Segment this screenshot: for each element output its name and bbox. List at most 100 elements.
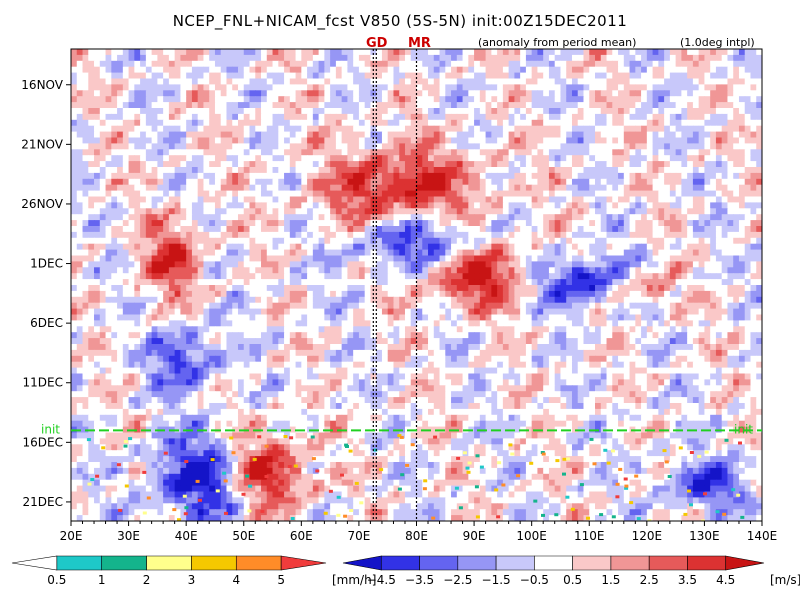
field-cell bbox=[105, 137, 112, 144]
field-cell bbox=[738, 220, 746, 227]
field-cell bbox=[583, 90, 590, 97]
field-cell bbox=[88, 196, 95, 203]
field-cell bbox=[341, 143, 348, 150]
field-cell bbox=[249, 161, 256, 168]
field-cell bbox=[272, 226, 279, 233]
field-cell bbox=[485, 149, 492, 156]
field-cell bbox=[750, 226, 757, 233]
field-cell bbox=[134, 220, 141, 227]
field-cell bbox=[514, 161, 521, 168]
field-cell bbox=[82, 167, 89, 174]
field-cell bbox=[157, 149, 164, 156]
field-cell bbox=[94, 161, 101, 168]
field-cell bbox=[623, 261, 631, 268]
field-cell bbox=[220, 279, 228, 286]
field-cell bbox=[422, 226, 429, 233]
field-cell bbox=[214, 155, 222, 162]
field-cell bbox=[566, 108, 573, 115]
field-cell bbox=[681, 155, 688, 162]
field-cell bbox=[612, 178, 619, 186]
field-cell bbox=[370, 208, 377, 215]
field-cell bbox=[468, 66, 475, 74]
field-cell bbox=[641, 190, 648, 198]
field-cell bbox=[710, 243, 717, 251]
field-cell bbox=[404, 273, 412, 280]
field-cell bbox=[364, 208, 372, 215]
field-cell bbox=[307, 208, 314, 215]
field-cell bbox=[203, 214, 210, 221]
field-cell bbox=[105, 190, 112, 198]
field-cell bbox=[508, 208, 515, 215]
field-cell bbox=[600, 102, 608, 109]
field-cell bbox=[687, 167, 694, 174]
field-cell bbox=[186, 78, 193, 85]
field-cell bbox=[214, 279, 222, 286]
field-cell bbox=[715, 78, 723, 85]
field-cell bbox=[738, 279, 746, 286]
field-cell bbox=[612, 208, 619, 215]
field-cell bbox=[111, 267, 118, 274]
field-cell bbox=[571, 155, 579, 162]
field-cell bbox=[710, 214, 717, 221]
field-cell bbox=[237, 255, 245, 262]
field-cell bbox=[456, 90, 464, 97]
field-cell bbox=[433, 202, 441, 209]
field-cell bbox=[641, 237, 648, 245]
field-cell bbox=[243, 249, 251, 257]
field-cell bbox=[278, 249, 285, 257]
field-cell bbox=[623, 49, 631, 56]
field-cell bbox=[635, 60, 642, 68]
field-cell bbox=[117, 190, 124, 198]
field-cell bbox=[318, 167, 325, 174]
field-cell bbox=[687, 102, 694, 109]
field-cell bbox=[416, 202, 423, 209]
field-cell bbox=[652, 149, 659, 156]
field-cell bbox=[261, 249, 268, 257]
field-cell bbox=[255, 60, 262, 68]
field-cell bbox=[583, 137, 590, 144]
field-cell bbox=[261, 172, 268, 180]
field-cell bbox=[733, 214, 740, 221]
field-cell bbox=[393, 96, 400, 103]
field-cell bbox=[364, 125, 372, 133]
field-cell bbox=[330, 54, 337, 62]
field-cell bbox=[727, 190, 734, 198]
field-cell bbox=[272, 202, 279, 209]
field-cell bbox=[445, 243, 452, 251]
field-cell bbox=[307, 172, 314, 180]
field-cell bbox=[151, 231, 158, 239]
field-cell bbox=[71, 178, 78, 186]
field-cell bbox=[88, 261, 95, 268]
field-cell bbox=[232, 184, 239, 192]
field-cell bbox=[474, 267, 481, 274]
field-cell bbox=[232, 190, 239, 198]
field-cell bbox=[618, 220, 625, 227]
field-cell bbox=[433, 155, 441, 162]
field-cell bbox=[140, 172, 147, 180]
field-cell bbox=[715, 131, 723, 139]
field-cell bbox=[163, 172, 170, 180]
field-cell bbox=[404, 90, 412, 97]
field-cell bbox=[692, 108, 700, 115]
field-cell bbox=[99, 167, 107, 174]
field-cell bbox=[422, 285, 429, 292]
field-cell bbox=[456, 49, 464, 56]
field-cell bbox=[186, 90, 193, 97]
field-cell bbox=[428, 202, 435, 209]
field-cell bbox=[485, 108, 492, 115]
field-cell bbox=[330, 208, 337, 215]
field-cell bbox=[704, 196, 711, 203]
field-cell bbox=[243, 220, 251, 227]
field-cell bbox=[168, 249, 176, 257]
field-cell bbox=[474, 202, 481, 209]
field-cell bbox=[439, 196, 446, 203]
field-cell bbox=[687, 90, 694, 97]
field-cell bbox=[445, 249, 452, 257]
field-cell bbox=[687, 149, 694, 156]
field-cell bbox=[128, 237, 135, 245]
field-cell bbox=[237, 190, 245, 198]
field-cell bbox=[606, 72, 613, 80]
field-cell bbox=[456, 84, 464, 91]
field-cell bbox=[94, 172, 101, 180]
field-cell bbox=[376, 214, 383, 221]
